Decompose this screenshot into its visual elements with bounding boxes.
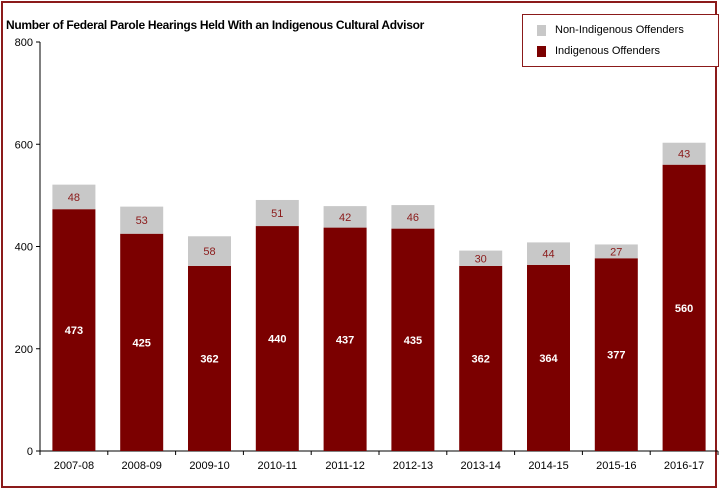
chart-title: Number of Federal Parole Hearings Held W… xyxy=(6,18,424,32)
legend-item-non-indigenous: Non-Indigenous Offenders xyxy=(537,23,684,37)
x-tick-label: 2009-10 xyxy=(189,460,229,472)
x-tick-label: 2013-14 xyxy=(461,460,501,472)
legend-swatch-non-indigenous xyxy=(537,24,546,36)
bar-indigenous-2012-13 xyxy=(391,228,435,451)
data-label-indigenous: 362 xyxy=(472,353,490,365)
data-label-non-indigenous: 43 xyxy=(678,149,690,161)
x-tick-label: 2008-09 xyxy=(122,460,162,472)
data-label-non-indigenous: 44 xyxy=(542,249,554,261)
bar-non-indigenous-2014-15 xyxy=(527,242,570,265)
x-tick-label: 2014-15 xyxy=(528,460,568,472)
data-label-non-indigenous: 58 xyxy=(203,246,215,258)
bar-non-indigenous-2011-12 xyxy=(323,206,367,228)
y-tick-label: 0 xyxy=(27,446,33,458)
bar-indigenous-2014-15 xyxy=(527,264,570,451)
x-tick-label: 2011-12 xyxy=(325,460,365,472)
bar-indigenous-2009-10 xyxy=(188,265,231,451)
bar-non-indigenous-2016-17 xyxy=(662,142,706,165)
x-tick-label: 2012-13 xyxy=(393,460,433,472)
data-label-non-indigenous: 51 xyxy=(271,208,283,220)
data-label-indigenous: 377 xyxy=(607,350,625,362)
data-label-non-indigenous: 53 xyxy=(136,215,148,227)
y-tick-label: 400 xyxy=(15,242,33,254)
bar-indigenous-2013-14 xyxy=(459,265,503,451)
data-label-indigenous: 362 xyxy=(200,353,218,365)
bar-non-indigenous-2009-10 xyxy=(188,236,231,266)
legend-label-indigenous: Indigenous Offenders xyxy=(555,45,660,57)
y-tick-label: 800 xyxy=(15,37,33,49)
data-label-indigenous: 435 xyxy=(404,335,422,347)
y-tick-label: 600 xyxy=(15,139,33,151)
data-label-non-indigenous: 42 xyxy=(339,212,351,224)
data-label-non-indigenous: 27 xyxy=(610,246,622,258)
data-label-non-indigenous: 48 xyxy=(68,192,80,204)
legend-swatch-indigenous xyxy=(537,45,546,57)
bar-non-indigenous-2007-08 xyxy=(52,184,96,210)
data-label-non-indigenous: 30 xyxy=(475,253,487,265)
x-tick-label: 2016-17 xyxy=(664,460,704,472)
bar-indigenous-2008-09 xyxy=(120,233,164,451)
bar-non-indigenous-2013-14 xyxy=(459,250,503,266)
bar-indigenous-2011-12 xyxy=(323,227,367,451)
data-label-indigenous: 440 xyxy=(268,334,286,346)
data-label-indigenous: 364 xyxy=(539,353,558,365)
bar-indigenous-2016-17 xyxy=(662,164,706,451)
bar-indigenous-2007-08 xyxy=(52,209,96,451)
bar-indigenous-2015-16 xyxy=(594,258,638,451)
bar-non-indigenous-2015-16 xyxy=(594,244,638,259)
data-label-indigenous: 425 xyxy=(133,337,151,349)
bar-indigenous-2010-11 xyxy=(255,226,299,451)
y-tick-label: 200 xyxy=(15,344,33,356)
x-tick-label: 2010-11 xyxy=(258,460,298,472)
x-tick-label: 2007-08 xyxy=(54,460,94,472)
data-label-indigenous: 560 xyxy=(675,303,693,315)
legend-item-indigenous: Indigenous Offenders xyxy=(537,44,660,58)
data-label-indigenous: 473 xyxy=(65,325,83,337)
bar-non-indigenous-2010-11 xyxy=(255,199,299,227)
bar-non-indigenous-2012-13 xyxy=(391,205,435,229)
data-label-indigenous: 437 xyxy=(336,334,354,346)
legend-label-non-indigenous: Non-Indigenous Offenders xyxy=(555,24,684,36)
x-tick-label: 2015-16 xyxy=(596,460,636,472)
chart-legend: Non-Indigenous Offenders Indigenous Offe… xyxy=(522,14,719,67)
data-label-non-indigenous: 46 xyxy=(407,212,419,224)
bar-non-indigenous-2008-09 xyxy=(120,206,164,234)
